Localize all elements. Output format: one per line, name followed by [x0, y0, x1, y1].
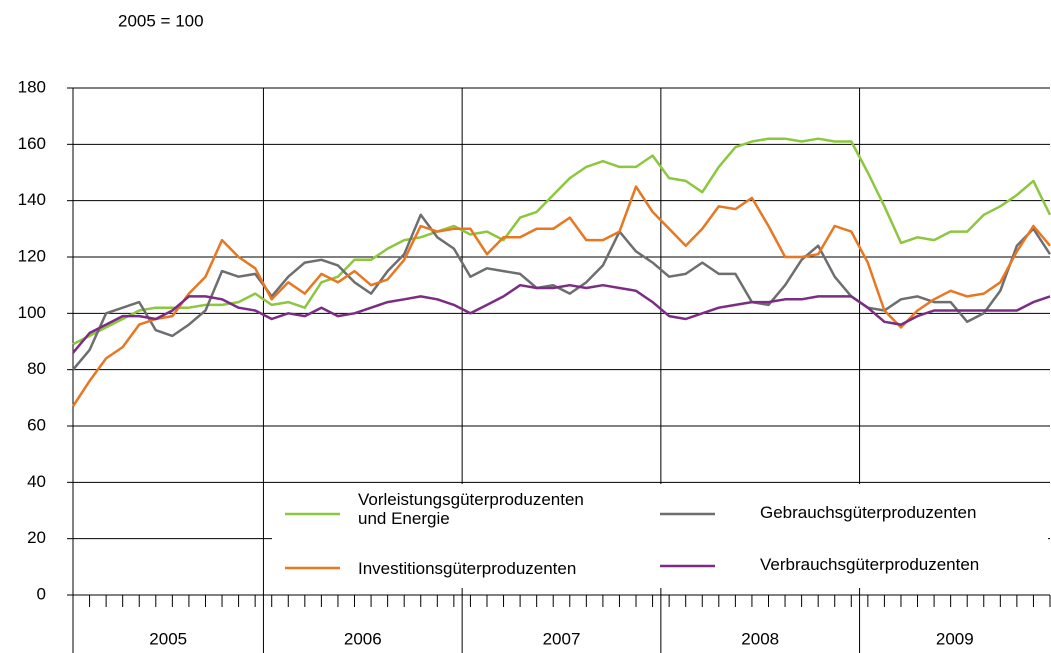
series-line [72, 137, 1051, 346]
legend-label: Gebrauchsgüterproduzenten [760, 503, 977, 522]
series-line [72, 213, 1051, 371]
y-tick-label: 40 [27, 472, 46, 491]
y-tick-label: 80 [27, 359, 46, 378]
x-group-label: 2009 [936, 629, 974, 648]
legend-label: Investitionsgüterproduzenten [358, 559, 577, 578]
y-tick-label: 100 [18, 303, 46, 322]
chart-subtitle: 2005 = 100 [118, 11, 204, 30]
y-tick-label: 60 [27, 415, 46, 434]
y-tick-label: 0 [37, 584, 46, 603]
x-group-label: 2008 [741, 629, 779, 648]
legend-label: Vorleistungsgüterproduzenten und Energie [358, 490, 584, 528]
x-group-label: 2007 [543, 629, 581, 648]
series-line [71, 185, 1051, 407]
y-tick-label: 120 [18, 246, 46, 265]
x-group-label: 2006 [344, 629, 382, 648]
legend-box [272, 484, 1048, 588]
y-tick-label: 140 [18, 190, 46, 209]
series-line [72, 283, 1051, 354]
legend-label: Verbrauchsgüterproduzenten [760, 555, 980, 574]
y-tick-label: 180 [18, 77, 46, 96]
y-tick-label: 160 [18, 134, 46, 153]
y-tick-label: 20 [27, 528, 46, 547]
x-group-label: 2005 [149, 629, 187, 648]
